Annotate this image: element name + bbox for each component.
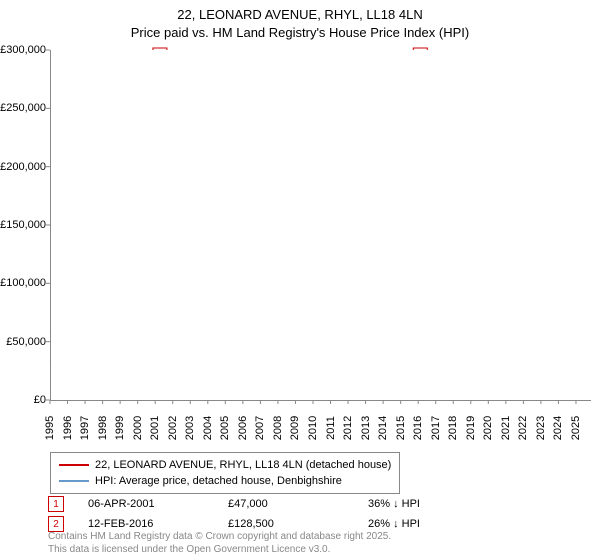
x-tick-label: 2002 <box>167 416 179 440</box>
title-line-2: Price paid vs. HM Land Registry's House … <box>0 24 600 42</box>
legend-label: 22, LEONARD AVENUE, RHYL, LL18 4LN (deta… <box>95 459 391 471</box>
y-tick-label: £50,000 <box>6 336 46 348</box>
y-tick-label: £250,000 <box>0 102 46 114</box>
x-tick-label: 2016 <box>412 416 424 440</box>
x-tick-label: 2019 <box>465 416 477 440</box>
chart-title: 22, LEONARD AVENUE, RHYL, LL18 4LN Price… <box>0 0 600 42</box>
x-tick-label: 2009 <box>289 416 301 440</box>
sale-price: £128,500 <box>228 518 368 530</box>
sales-row: 1 06-APR-2001£47,00036% ↓ HPI <box>48 494 568 514</box>
x-tick-label: 2023 <box>535 416 547 440</box>
y-tick-label: £100,000 <box>0 277 46 289</box>
x-tick-label: 2018 <box>447 416 459 440</box>
plot-background <box>50 50 591 401</box>
y-tick-label: £300,000 <box>0 44 46 56</box>
footer-line-1: Contains HM Land Registry data © Crown c… <box>48 530 391 543</box>
x-tick-label: 1995 <box>44 416 56 440</box>
x-tick-label: 1996 <box>62 416 74 440</box>
legend-label: HPI: Average price, detached house, Denb… <box>95 475 342 487</box>
x-tick-label: 2014 <box>377 416 389 440</box>
x-tick-label: 2007 <box>254 416 266 440</box>
x-tick-label: 1998 <box>97 416 109 440</box>
sale-marker-box: 1 <box>48 496 64 512</box>
footer-attribution: Contains HM Land Registry data © Crown c… <box>48 530 391 556</box>
x-tick-label: 2015 <box>395 416 407 440</box>
legend-swatch <box>59 464 89 466</box>
y-axis-labels: £0£50,000£100,000£150,000£200,000£250,00… <box>0 50 50 400</box>
x-tick-label: 2006 <box>237 416 249 440</box>
sale-date: 06-APR-2001 <box>88 498 228 510</box>
title-line-1: 22, LEONARD AVENUE, RHYL, LL18 4LN <box>0 6 600 24</box>
sales-table: 106-APR-2001£47,00036% ↓ HPI212-FEB-2016… <box>48 494 568 534</box>
sale-delta: 26% ↓ HPI <box>368 518 508 530</box>
legend-row: HPI: Average price, detached house, Denb… <box>59 473 391 489</box>
x-tick-label: 2017 <box>430 416 442 440</box>
y-tick-label: £200,000 <box>0 161 46 173</box>
x-tick-label: 2020 <box>482 416 494 440</box>
y-tick-label: £0 <box>34 394 46 406</box>
legend: 22, LEONARD AVENUE, RHYL, LL18 4LN (deta… <box>50 452 400 494</box>
x-tick-label: 2010 <box>307 416 319 440</box>
x-tick-label: 2012 <box>342 416 354 440</box>
x-tick-label: 1999 <box>114 416 126 440</box>
legend-row: 22, LEONARD AVENUE, RHYL, LL18 4LN (deta… <box>59 457 391 473</box>
legend-swatch <box>59 480 89 482</box>
sale-date: 12-FEB-2016 <box>88 518 228 530</box>
y-tick-label: £150,000 <box>0 219 46 231</box>
x-tick-label: 2022 <box>517 416 529 440</box>
x-tick-label: 2013 <box>360 416 372 440</box>
sale-delta: 36% ↓ HPI <box>368 498 508 510</box>
x-tick-label: 2008 <box>272 416 284 440</box>
x-tick-label: 2005 <box>219 416 231 440</box>
x-axis-labels: 1995199619971998199920002001200220032004… <box>50 400 590 450</box>
x-tick-label: 2025 <box>570 416 582 440</box>
x-tick-label: 2003 <box>184 416 196 440</box>
x-tick-label: 2001 <box>149 416 161 440</box>
x-tick-label: 2021 <box>500 416 512 440</box>
x-tick-label: 2004 <box>202 416 214 440</box>
x-tick-label: 2024 <box>552 416 564 440</box>
chart-plot-area: 12 <box>50 50 590 400</box>
x-tick-label: 1997 <box>79 416 91 440</box>
x-tick-label: 2000 <box>132 416 144 440</box>
x-tick-label: 2011 <box>325 416 337 440</box>
sale-price: £47,000 <box>228 498 368 510</box>
footer-line-2: This data is licensed under the Open Gov… <box>48 543 391 556</box>
